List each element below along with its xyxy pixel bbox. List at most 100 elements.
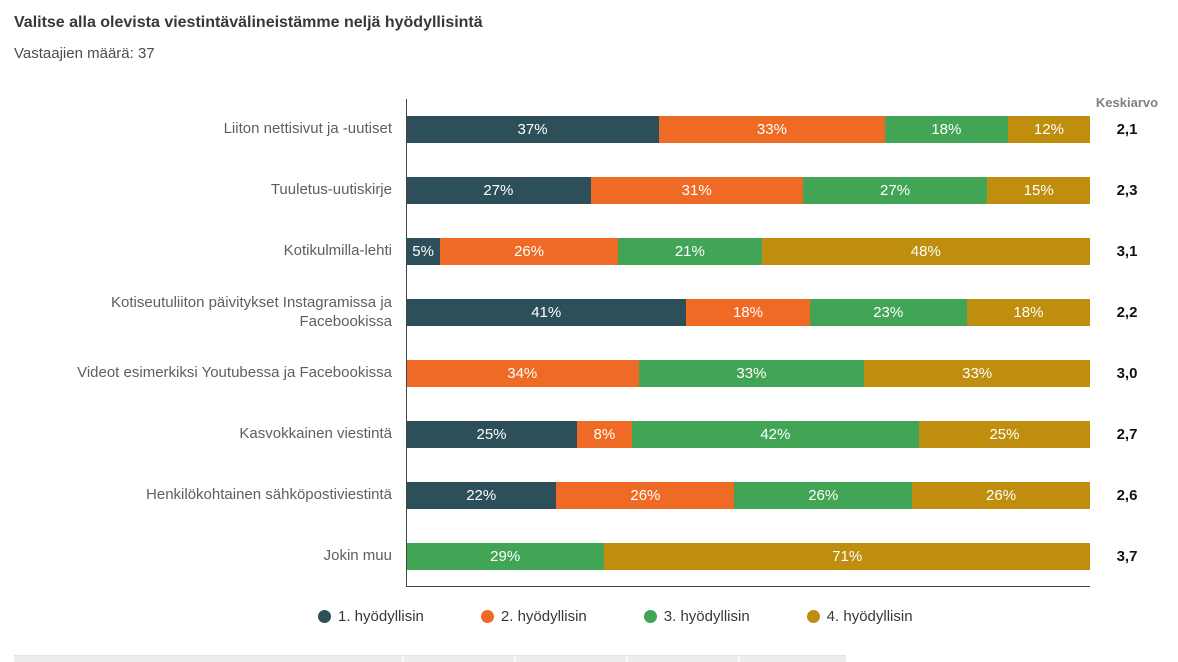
bar-segment: 29% (406, 543, 605, 570)
average-value: 3,7 (1116, 548, 1138, 565)
bar-segment: 8% (577, 421, 632, 448)
average-column-header: Keskiarvo (1095, 95, 1159, 110)
average-value: 2,2 (1116, 304, 1138, 321)
bar-segment: 34% (406, 360, 639, 387)
bar-track: 25% 8% 42% 25% (406, 421, 1090, 448)
chart-row: Videot esimerkiksi Youtubessa ja Faceboo… (14, 343, 1164, 404)
legend-label: 3. hyödyllisin (663, 608, 750, 625)
bar-segment: 33% (638, 360, 865, 387)
legend-color-dot (480, 610, 494, 623)
category-label: Henkilökohtainen sähköpostiviestintä (146, 486, 392, 504)
chart-rows: Liiton nettisivut ja -uutiset 37% 33% 18% 12… (14, 99, 1164, 587)
chart-row: Kasvokkainen viestintä 25% 8% 42% 25% 2,7 (14, 404, 1164, 465)
table-column-divider (514, 656, 516, 662)
average-value: 2,6 (1116, 487, 1138, 504)
segment-value: 33% (756, 121, 787, 138)
bar-segment: 27% (406, 177, 591, 204)
category-label: Kotiseutuliiton päivitykset Instagramiss… (111, 293, 392, 330)
segment-value: 42% (760, 426, 791, 443)
average-value: 2,1 (1116, 121, 1138, 138)
bar-segment: 48% (761, 238, 1090, 265)
legend-label: 1. hyödyllisin (338, 608, 424, 625)
segment-value: 21% (674, 243, 705, 260)
segment-value: 25% (476, 426, 507, 443)
bar-segment: 26% (440, 238, 619, 265)
page-title: Valitse alla olevista viestintävälineist… (14, 14, 483, 31)
respondent-count: Vastaajien määrä: 37 (14, 45, 155, 62)
bar-segment: 33% (659, 116, 885, 143)
segment-value: 26% (986, 487, 1017, 504)
legend-label: 2. hyödyllisin (500, 608, 587, 625)
category-label: Kasvokkainen viestintä (239, 425, 392, 443)
bar-track: 41% 18% 23% 18% (406, 299, 1090, 326)
bar-track: 37% 33% 18% 12% (406, 116, 1090, 143)
chart-legend: 1. hyödyllisin 2. hyödyllisin 3. hyödyllis… (318, 608, 1164, 625)
segment-value: 25% (989, 426, 1020, 443)
bar-segment: 26% (912, 482, 1090, 509)
chart-row: Liiton nettisivut ja -uutiset 37% 33% 18% 12… (14, 99, 1164, 160)
segment-value: 41% (531, 304, 562, 321)
bar-track: 29% 71% (406, 543, 1090, 570)
bar-track: 34% 33% 33% (406, 360, 1090, 387)
x-axis-line (406, 586, 1090, 587)
category-label: Videot esimerkiksi Youtubessa ja Faceboo… (77, 364, 392, 382)
category-label: Jokin muu (323, 547, 392, 565)
average-value: 3,0 (1116, 365, 1138, 382)
bar-segment: 31% (590, 177, 803, 204)
segment-value: 27% (880, 182, 911, 199)
bar-segment: 15% (987, 177, 1090, 204)
chart-row: Jokin muu 29% 71% 3,7 (14, 526, 1164, 587)
bar-segment: 26% (556, 482, 735, 509)
segment-value: 71% (832, 548, 863, 565)
table-column-divider (402, 656, 404, 662)
chart-row: Kotiseutuliiton päivitykset Instagramiss… (14, 282, 1164, 343)
segment-value: 22% (466, 487, 497, 504)
bar-segment: 41% (406, 299, 687, 326)
legend-color-dot (806, 610, 820, 623)
segment-value: 48% (910, 243, 941, 260)
segment-value: 26% (630, 487, 661, 504)
chart-row: Henkilökohtainen sähköpostiviestintä 22% 2… (14, 465, 1164, 526)
y-axis-line (406, 99, 407, 587)
legend-item: 3. hyödyllisin (643, 608, 750, 625)
chart-row: Kotikulmilla-lehti 5% 26% 21% 48% 3,1 (14, 221, 1164, 282)
legend-label: 4. hyödyllisin (826, 608, 913, 625)
segment-value: 34% (507, 365, 538, 382)
average-value: 2,7 (1116, 426, 1138, 443)
segment-value: 23% (873, 304, 904, 321)
chart-row: Tuuletus-uutiskirje 27% 31% 27% 15% 2,3 (14, 160, 1164, 221)
bar-segment: 25% (406, 421, 577, 448)
bar-segment: 18% (686, 299, 810, 326)
segment-value: 18% (1013, 304, 1044, 321)
segment-value: 33% (736, 365, 767, 382)
bar-segment: 33% (864, 360, 1090, 387)
bar-segment: 23% (809, 299, 967, 326)
segment-value: 18% (732, 304, 763, 321)
average-value: 3,1 (1116, 243, 1138, 260)
cropped-table-header (14, 655, 846, 662)
segment-value: 15% (1023, 182, 1054, 199)
legend-color-dot (643, 610, 657, 623)
bar-track: 22% 26% 26% 26% (406, 482, 1090, 509)
segment-value: 33% (962, 365, 993, 382)
category-label: Kotikulmilla-lehti (283, 242, 392, 260)
bar-segment: 26% (734, 482, 913, 509)
segment-value: 5% (412, 243, 434, 260)
bar-segment: 18% (966, 299, 1090, 326)
table-column-divider (738, 656, 740, 662)
legend-item: 4. hyödyllisin (806, 608, 913, 625)
segment-value: 8% (593, 426, 616, 443)
segment-value: 26% (808, 487, 839, 504)
bar-segment: 25% (918, 421, 1090, 448)
table-column-divider (626, 656, 628, 662)
legend-color-dot (318, 610, 331, 623)
bar-segment: 71% (604, 543, 1090, 570)
segment-value: 37% (517, 121, 548, 138)
bar-segment: 22% (406, 482, 557, 509)
segment-value: 12% (1033, 121, 1064, 138)
legend-item: 2. hyödyllisin (480, 608, 587, 625)
segment-value: 27% (483, 182, 514, 199)
bar-segment: 27% (802, 177, 988, 204)
bar-segment: 18% (884, 116, 1008, 143)
average-value: 2,3 (1116, 182, 1138, 199)
